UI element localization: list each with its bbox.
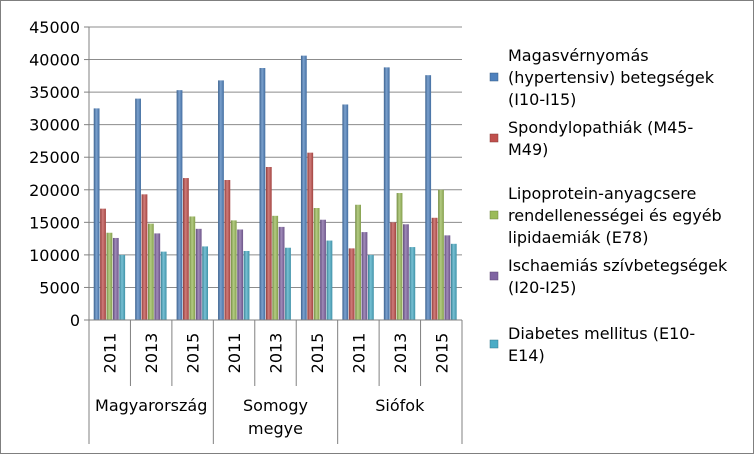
legend-label: E14) <box>508 346 545 365</box>
bar <box>272 215 279 320</box>
x-tick-label-year: 2015 <box>184 333 203 374</box>
y-tick-label: 0 <box>70 311 80 330</box>
bar <box>300 55 307 321</box>
bar <box>444 235 451 320</box>
legend-label: rendellenességei és egyéb <box>508 206 722 225</box>
y-tick-label: 20000 <box>29 181 80 200</box>
legend-label: lipidaemiák (E78) <box>508 228 648 247</box>
legend-marker <box>489 133 499 143</box>
y-tick-label: 25000 <box>29 148 80 167</box>
legend-label: Magasvérnyomás <box>508 46 649 65</box>
bar <box>278 226 285 320</box>
bar <box>383 67 390 321</box>
bars <box>93 55 457 321</box>
bar <box>154 233 161 320</box>
bar <box>355 204 361 320</box>
bar <box>230 220 237 320</box>
bar <box>367 254 374 320</box>
bar <box>390 222 397 320</box>
legend-marker <box>489 271 499 281</box>
x-group-label: megye <box>248 419 303 438</box>
legend-label: (hypertensiv) betegségek <box>508 68 715 87</box>
bar <box>285 247 291 320</box>
bar <box>147 223 154 320</box>
bar <box>438 189 444 320</box>
legend-marker <box>489 72 499 82</box>
bar <box>450 243 457 320</box>
x-tick-label-year: 2013 <box>142 333 161 374</box>
bar <box>183 178 189 320</box>
bar <box>93 108 100 320</box>
bar <box>135 98 141 321</box>
legend-label: Ischaemiás szívbetegségek <box>508 256 728 275</box>
bar <box>409 247 416 320</box>
y-tick-label: 5000 <box>39 278 80 297</box>
bar <box>100 208 106 320</box>
x-tick-label-year: 2011 <box>101 333 120 374</box>
legend-label: (I10-I15) <box>508 90 576 109</box>
bar <box>112 237 119 320</box>
y-tick-label: 35000 <box>29 83 80 102</box>
bar <box>403 224 409 320</box>
bar <box>202 246 209 320</box>
x-tick-label-year: 2015 <box>432 333 451 374</box>
x-tick-label-year: 2013 <box>267 333 286 374</box>
bar <box>307 152 314 320</box>
legend-marker <box>489 339 499 349</box>
bar <box>160 251 167 320</box>
bar <box>259 68 266 321</box>
x-tick-label-year: 2011 <box>349 333 368 374</box>
legend-label: Lipoprotein-anyagcsere <box>508 184 696 203</box>
x-tick-label-year: 2011 <box>225 333 244 374</box>
bar <box>348 248 355 320</box>
bar <box>396 193 403 320</box>
y-tick-label: 40000 <box>29 51 80 70</box>
legend-marker <box>489 210 499 220</box>
bar <box>237 229 244 320</box>
legend-label: Diabetes mellitus (E10- <box>508 324 695 343</box>
x-group-label: Somogy <box>243 396 308 415</box>
bar <box>224 180 231 320</box>
bar <box>425 75 432 321</box>
bar <box>141 194 148 320</box>
y-tick-label: 10000 <box>29 246 80 265</box>
bar <box>320 219 326 320</box>
x-group-label: Magyarország <box>95 396 207 415</box>
bar <box>243 250 250 320</box>
y-tick-label: 15000 <box>29 213 80 232</box>
bar <box>361 232 368 320</box>
bar <box>106 232 113 320</box>
bar <box>326 240 333 320</box>
x-group-label: Siófok <box>375 396 425 415</box>
bar <box>342 104 349 320</box>
bar <box>195 228 202 320</box>
bar <box>265 166 272 320</box>
legend: Magasvérnyomás (hypertensiv) betegségek (I… <box>489 46 728 365</box>
bar <box>189 216 196 320</box>
bar <box>218 80 224 320</box>
legend-label: Spondylopathiák (M45- <box>508 118 693 137</box>
bar <box>431 217 438 320</box>
x-tick-label-year: 2013 <box>391 333 410 374</box>
bar <box>119 254 126 320</box>
y-tick-label: 45000 <box>29 18 80 37</box>
x-tick-label-year: 2015 <box>308 333 327 374</box>
bar <box>176 90 183 320</box>
bar <box>313 208 320 320</box>
y-tick-label: 30000 <box>29 116 80 135</box>
axes: 0 5000 10000 15000 20000 25000 30000 35000 40000… <box>29 18 463 444</box>
legend-label: M49) <box>508 140 548 159</box>
legend-label: (I20-I25) <box>508 278 576 297</box>
